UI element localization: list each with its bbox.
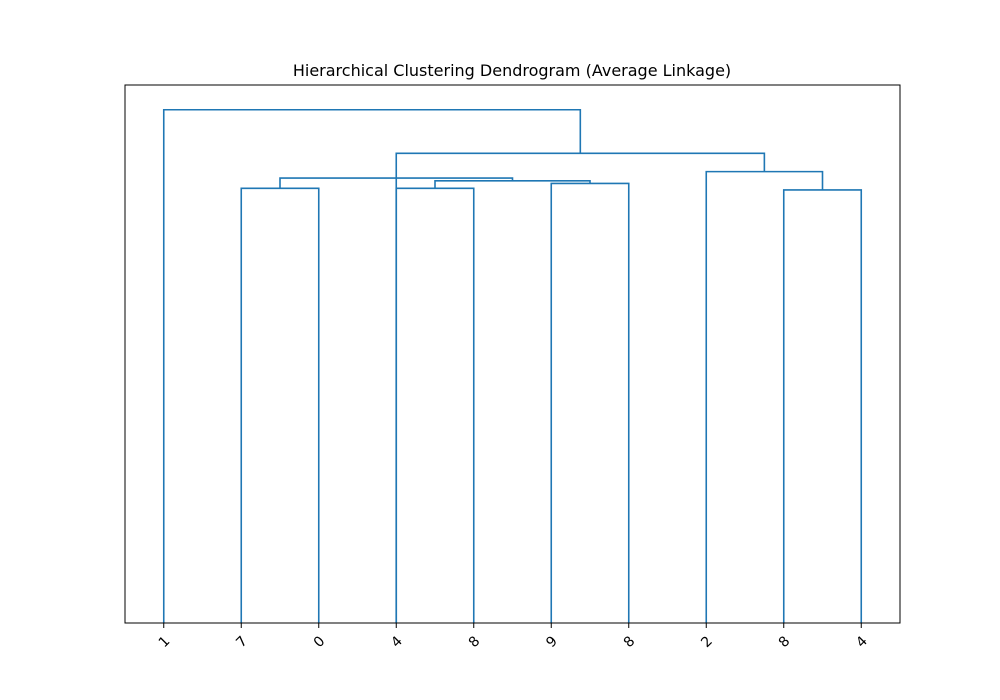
plot-area-frame: [124, 84, 901, 624]
dendrogram-link: [782, 189, 863, 623]
dendrogram-link: [395, 187, 475, 623]
leaf-labels: 1 7 0 4 8 9 8 2 8 4: [156, 633, 871, 651]
leaf-label: 8: [776, 633, 794, 651]
dendrogram-link: [162, 108, 582, 623]
x-axis-ticks: [163, 623, 862, 628]
dendrogram-link: [550, 182, 630, 623]
dendrogram-link: [240, 187, 320, 623]
leaf-label: 0: [311, 633, 329, 651]
leaf-label: 7: [233, 633, 251, 651]
leaf-label: 8: [621, 633, 639, 651]
chart-title: Hierarchical Clustering Dendrogram (Aver…: [293, 61, 731, 80]
dendrogram-link: [395, 152, 766, 623]
dendrogram-link: [434, 179, 591, 189]
dendrogram-link: [705, 170, 824, 623]
leaf-label: 9: [543, 633, 561, 651]
leaf-label: 2: [698, 633, 716, 651]
leaf-label: 8: [466, 633, 484, 651]
leaf-label: 1: [156, 633, 174, 651]
leaf-label: 4: [853, 633, 871, 651]
dendrogram-links: [162, 108, 863, 623]
leaf-label: 4: [388, 633, 406, 651]
